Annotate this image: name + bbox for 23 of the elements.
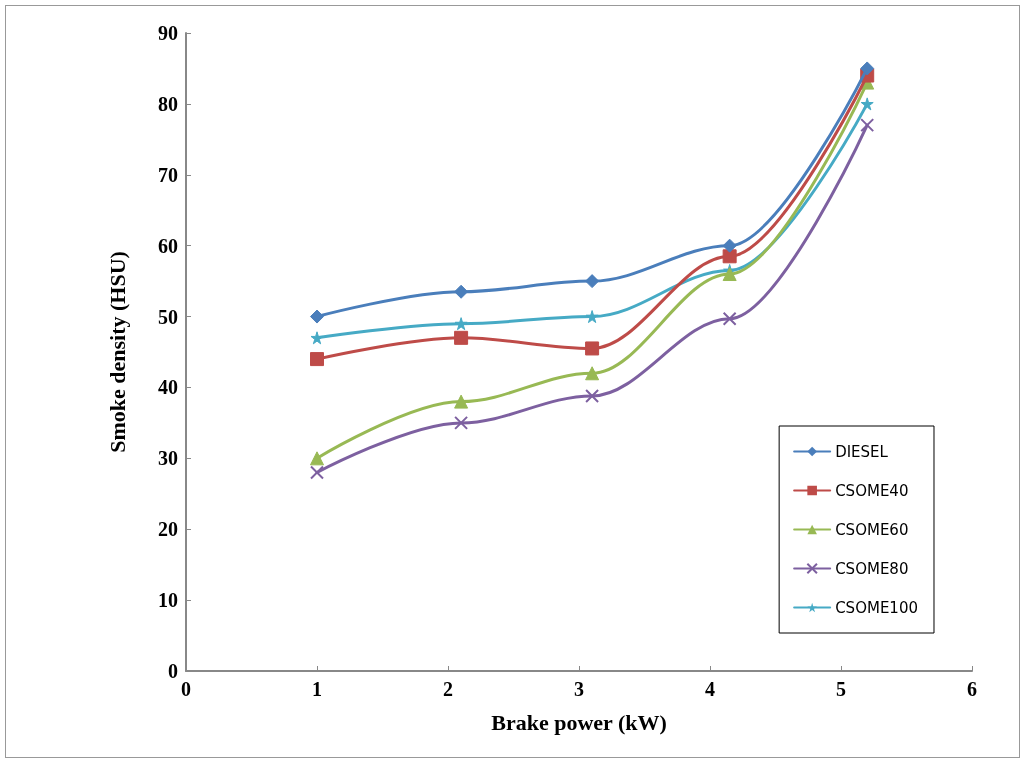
- legend-label: DIESEL: [835, 442, 889, 461]
- y-tick-label: 90: [158, 22, 178, 44]
- y-axis-title: Smoke density (HSU): [104, 251, 130, 453]
- x-tick-label: 2: [443, 678, 453, 700]
- legend-label: CSOME80: [835, 559, 909, 578]
- x-tick-label: 6: [967, 678, 977, 700]
- y-tick-label: 50: [158, 305, 178, 328]
- y-tick-label: 60: [158, 234, 178, 257]
- y-tick-label: 40: [158, 376, 178, 399]
- y-tick-label: 20: [158, 518, 178, 541]
- legend-label: CSOME60: [835, 520, 909, 539]
- y-tick-label: 30: [158, 447, 178, 470]
- x-tick-label: 5: [836, 678, 846, 700]
- y-tick-label: 10: [158, 589, 178, 612]
- y-tick-label: 70: [158, 163, 178, 186]
- x-tick-label: 3: [574, 678, 584, 700]
- y-tick-label: 0: [168, 660, 178, 682]
- y-tick-label: 80: [158, 92, 178, 115]
- legend-label: CSOME40: [835, 481, 909, 500]
- x-axis-title: Brake power (kW): [491, 709, 667, 735]
- legend-label: CSOME100: [835, 598, 919, 617]
- x-tick-label: 1: [312, 678, 322, 700]
- x-tick-label: 4: [705, 678, 715, 700]
